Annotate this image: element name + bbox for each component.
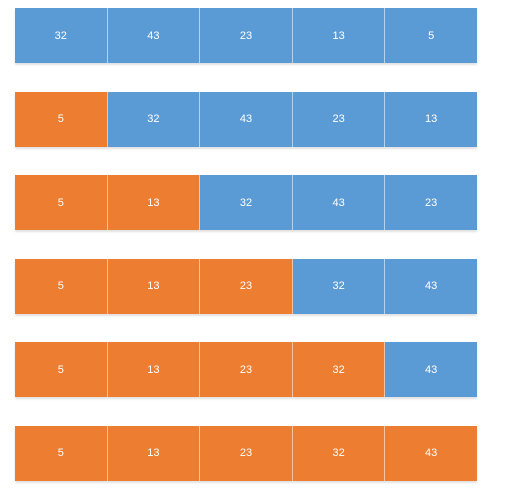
- array-cell-sorted: 5: [15, 175, 108, 231]
- array-cell-unsorted: 32: [107, 91, 201, 147]
- array-cell-sorted: 5: [15, 91, 108, 147]
- array-cell-unsorted: 13: [292, 8, 386, 63]
- array-cell-sorted: 13: [107, 425, 201, 481]
- array-cell-unsorted: 13: [385, 91, 477, 147]
- array-cell-unsorted: 43: [385, 258, 477, 314]
- array-row-step-4: 5 13 23 32 43: [15, 258, 477, 314]
- array-cell-sorted: 23: [200, 425, 293, 481]
- array-cell-unsorted: 23: [385, 175, 477, 231]
- array-cell-sorted: 13: [107, 175, 201, 231]
- array-cell-sorted: 32: [292, 342, 386, 398]
- array-cell-unsorted: 5: [385, 8, 477, 63]
- array-cell-sorted: 43: [385, 425, 477, 481]
- array-cell-unsorted: 43: [292, 175, 386, 231]
- array-row-step-5: 5 13 23 32 43: [15, 342, 477, 398]
- array-cell-sorted: 5: [15, 342, 108, 398]
- array-cell-sorted: 23: [200, 258, 293, 314]
- array-cell-unsorted: 43: [107, 8, 201, 63]
- array-cell-unsorted: 23: [200, 8, 293, 63]
- array-cell-unsorted: 32: [292, 258, 386, 314]
- sort-steps-diagram: 32 43 23 13 5 5 32 43 23 13 5 13 32 43 23 5 13 23 32 43 5 13 2…: [15, 8, 477, 481]
- array-cell-unsorted: 32: [15, 8, 108, 63]
- array-row-step-1: 32 43 23 13 5: [15, 8, 477, 63]
- array-row-step-3: 5 13 32 43 23: [15, 175, 477, 231]
- array-cell-sorted: 13: [107, 258, 201, 314]
- array-cell-unsorted: 43: [200, 91, 293, 147]
- array-cell-sorted: 13: [107, 342, 201, 398]
- array-cell-sorted: 5: [15, 258, 108, 314]
- array-cell-sorted: 23: [200, 342, 293, 398]
- array-cell-unsorted: 43: [385, 342, 477, 398]
- array-cell-unsorted: 23: [292, 91, 386, 147]
- array-cell-sorted: 32: [292, 425, 386, 481]
- array-row-step-2: 5 32 43 23 13: [15, 91, 477, 147]
- array-row-step-6: 5 13 23 32 43: [15, 425, 477, 481]
- array-cell-unsorted: 32: [200, 175, 293, 231]
- array-cell-sorted: 5: [15, 425, 108, 481]
